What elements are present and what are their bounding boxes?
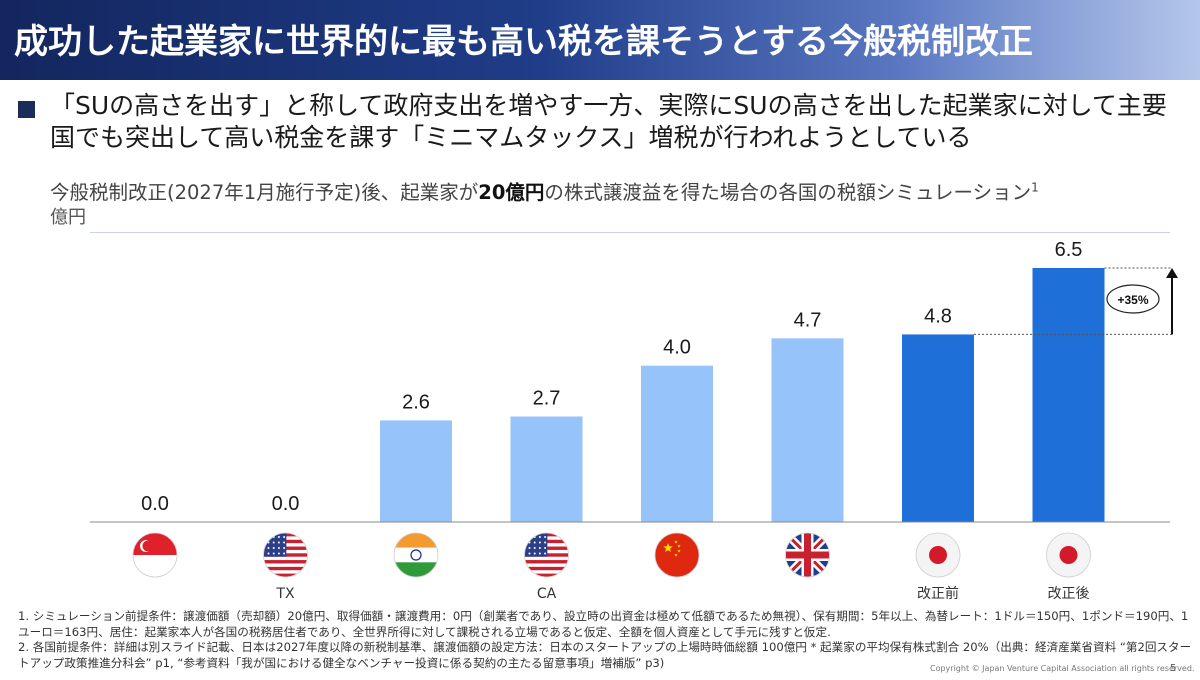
flag-singapore-icon — [132, 532, 178, 578]
data-label: 0.0 — [272, 493, 300, 515]
bar — [1032, 268, 1105, 522]
category-label: CA — [537, 586, 557, 602]
subtitle-post: の株式譲渡益を得た場合の各国の税額シミュレーション — [544, 181, 1032, 204]
data-label: 4.7 — [794, 309, 822, 331]
page-number: 5 — [1170, 663, 1177, 674]
copyright: Copyright © Japan Venture Capital Associ… — [930, 664, 1195, 673]
slide-title: 成功した起業家に世界的に最も高い税を課そうとする今般税制改正 — [14, 22, 1033, 62]
subtitle-footnote-mark: 1 — [1031, 180, 1039, 195]
footnote-1: 1. シミュレーション前提条件：譲渡価額（売却額）20億円、取得価額・譲渡費用：… — [18, 609, 1189, 639]
footnotes: 1. シミュレーション前提条件：譲渡価額（売却額）20億円、取得価額・譲渡費用：… — [18, 609, 1198, 671]
bullet-text: 「SUの高さを出す」と称して政府支出を増やす一方、実際にSUの高さを出した起業家… — [50, 91, 1167, 152]
flag-japan-icon — [915, 532, 961, 578]
data-label: 0.0 — [141, 493, 169, 515]
annotation-bubble — [1106, 284, 1160, 314]
subtitle-pre: 今般税制改正(2027年1月施行予定)後、起業家が — [50, 181, 479, 204]
flag-japan-icon — [1046, 532, 1091, 578]
annotation-text: +35% — [1117, 293, 1148, 307]
data-label: 6.5 — [1055, 239, 1083, 261]
category-label: 改正後 — [1048, 586, 1090, 602]
data-label: 2.7 — [533, 387, 561, 409]
category-label: 改正前 — [917, 585, 959, 602]
divider — [90, 232, 1170, 233]
category-label: TX — [275, 586, 295, 602]
data-label: 2.6 — [402, 391, 430, 413]
bar — [380, 420, 452, 522]
data-label: 4.0 — [663, 337, 691, 359]
flag-china-icon — [654, 532, 700, 578]
bar — [771, 338, 844, 522]
subtitle-bold: 20億円 — [478, 181, 545, 204]
flag-usa-icon — [524, 532, 569, 578]
flag-uk-icon — [785, 532, 830, 578]
unit-label: 億円 — [50, 207, 86, 228]
bar-chart: 0.0 0.0 TX 2.6 2.7 CA 4.0 4.7 4.8 改正前 6.5 改正後 +35% — [90, 239, 1178, 602]
slide-header: 成功した起業家に世界的に最も高い税を課そうとする今般税制改正 — [0, 0, 1200, 80]
chart-subtitle: 今般税制改正(2027年1月施行予定)後、起業家が20億円の株式譲渡益を得た場合… — [50, 176, 1039, 205]
bar — [510, 416, 583, 522]
flag-india-icon — [393, 532, 439, 578]
data-label: 4.8 — [924, 305, 952, 327]
bullet-square-icon — [18, 101, 35, 118]
bar — [641, 365, 713, 522]
footnote-2: 2. 各国前提条件：詳細は別スライド記載、日本は2027年度以降の新税制基準、譲… — [18, 640, 1192, 670]
flag-usa-icon — [263, 532, 308, 578]
bar — [902, 334, 974, 522]
